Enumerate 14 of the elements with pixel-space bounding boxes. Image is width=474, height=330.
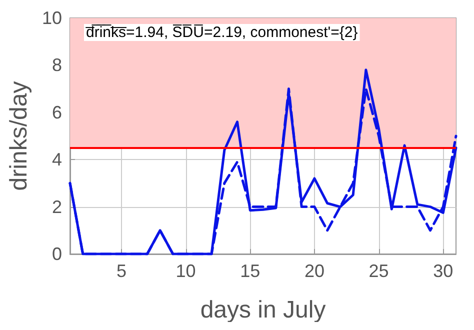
x-tick-label: 20: [304, 261, 324, 281]
y-tick-label: 10: [42, 8, 62, 28]
annotation: d̅r̅i̅n̅k̅s̅=1.94, S̅D̅U̅=2.19, commonest'={2}: [84, 24, 358, 41]
y-tick-label: 4: [52, 150, 62, 170]
y-tick-label: 0: [52, 244, 62, 264]
y-tick-label: 6: [52, 102, 62, 122]
x-tick-label: 15: [240, 261, 260, 281]
x-tick-label: 30: [433, 261, 454, 281]
x-tick-label: 10: [176, 261, 196, 281]
y-tick-label: 2: [52, 196, 62, 217]
x-tick-label: 25: [368, 261, 389, 281]
y-tick-label: 8: [52, 55, 62, 76]
x-tick-label: 5: [116, 261, 126, 281]
y-axis-title: drinks/day: [6, 81, 33, 191]
